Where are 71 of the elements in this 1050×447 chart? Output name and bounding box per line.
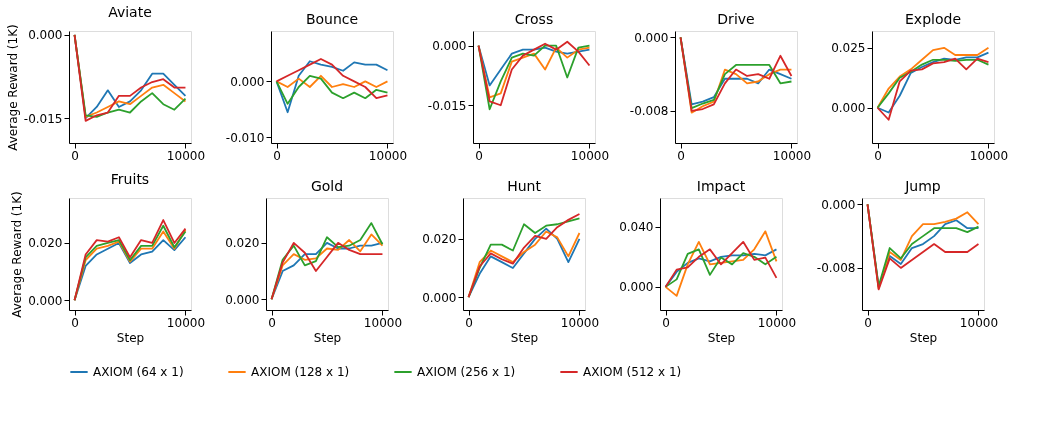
x-axis-title: Step	[707, 330, 736, 345]
y-tick-label: 0.000	[432, 39, 467, 54]
line-series	[275, 74, 389, 105]
x-tick-label: 10000	[166, 315, 206, 330]
y-tick-label: 0.020	[422, 232, 457, 247]
chart-title: Explode	[905, 11, 961, 27]
chart-title: Impact	[696, 178, 746, 194]
y-tick-label: 0.020	[28, 236, 63, 251]
line-series	[664, 230, 778, 297]
x-tick-label: 0	[864, 315, 872, 330]
x-tick-label: 0	[273, 148, 281, 163]
legend-label: AXIOM (128 x 1)	[251, 365, 350, 379]
x-tick-label: 10000	[166, 148, 206, 163]
y-tick-label: 0.000	[28, 293, 63, 308]
x-tick-label: 0	[71, 315, 79, 330]
y-tick-label: -0.008	[816, 261, 856, 276]
chart-title: Cross	[514, 11, 554, 27]
y-axis-title: Average Reward (1K)	[5, 24, 20, 151]
y-tick-label: 0.000	[831, 101, 866, 116]
x-tick-label: 0	[268, 315, 276, 330]
chart-title: Bounce	[305, 11, 359, 27]
chart-title: Jump	[904, 178, 941, 194]
x-tick-label: 0	[465, 315, 473, 330]
x-tick-label: 0	[874, 148, 882, 163]
y-tick-label: 0.000	[230, 74, 265, 89]
x-axis-title: Step	[909, 330, 938, 345]
line-series	[876, 57, 990, 121]
chart-title: Fruits	[110, 170, 150, 187]
x-tick-label: 10000	[368, 148, 408, 163]
x-tick-label: 10000	[570, 148, 610, 163]
x-axis-title: Step	[510, 330, 539, 345]
x-tick-label: 10000	[560, 315, 600, 330]
line-series	[664, 240, 778, 288]
y-tick-label: 0.040	[619, 220, 654, 235]
x-tick-label: 10000	[757, 315, 797, 330]
y-tick-label: 0.020	[225, 236, 260, 251]
y-tick-label: 0.000	[225, 292, 260, 307]
x-axis-title: Step	[116, 330, 145, 345]
chart-title: Aviate	[108, 3, 152, 20]
x-tick-label: 10000	[959, 315, 999, 330]
line-series	[275, 74, 389, 88]
x-axis-title: Step	[313, 330, 342, 345]
x-tick-label: 10000	[969, 148, 1009, 163]
y-tick-label: 0.000	[28, 28, 63, 43]
legend-label: AXIOM (512 x 1)	[583, 365, 682, 379]
y-tick-label: -0.015	[23, 111, 63, 126]
y-tick-label: 0.000	[634, 30, 669, 45]
line-series	[477, 44, 591, 87]
x-tick-label: 0	[71, 148, 79, 163]
x-tick-label: 0	[662, 315, 670, 330]
legend-label: AXIOM (64 x 1)	[93, 365, 184, 379]
y-tick-label: -0.010	[225, 130, 265, 145]
chart-title: Gold	[310, 178, 344, 194]
line-series	[275, 58, 389, 100]
y-tick-label: -0.015	[427, 98, 467, 113]
chart-title: Drive	[717, 11, 755, 27]
line-series	[664, 248, 778, 288]
line-series	[275, 60, 389, 114]
legend-label: AXIOM (256 x 1)	[417, 365, 516, 379]
x-tick-label: 10000	[772, 148, 812, 163]
y-axis-title: Average Reward (1K)	[10, 191, 25, 318]
y-tick-label: 0.000	[821, 197, 856, 212]
x-tick-label: 0	[475, 148, 483, 163]
y-tick-label: -0.008	[629, 104, 669, 119]
y-tick-label: 0.000	[422, 290, 457, 305]
x-tick-label: 10000	[363, 315, 403, 330]
line-series	[876, 58, 990, 109]
x-tick-label: 0	[677, 148, 685, 163]
y-tick-label: 0.025	[831, 41, 866, 56]
y-tick-label: 0.000	[619, 280, 654, 295]
chart-title: Hunt	[507, 178, 542, 194]
